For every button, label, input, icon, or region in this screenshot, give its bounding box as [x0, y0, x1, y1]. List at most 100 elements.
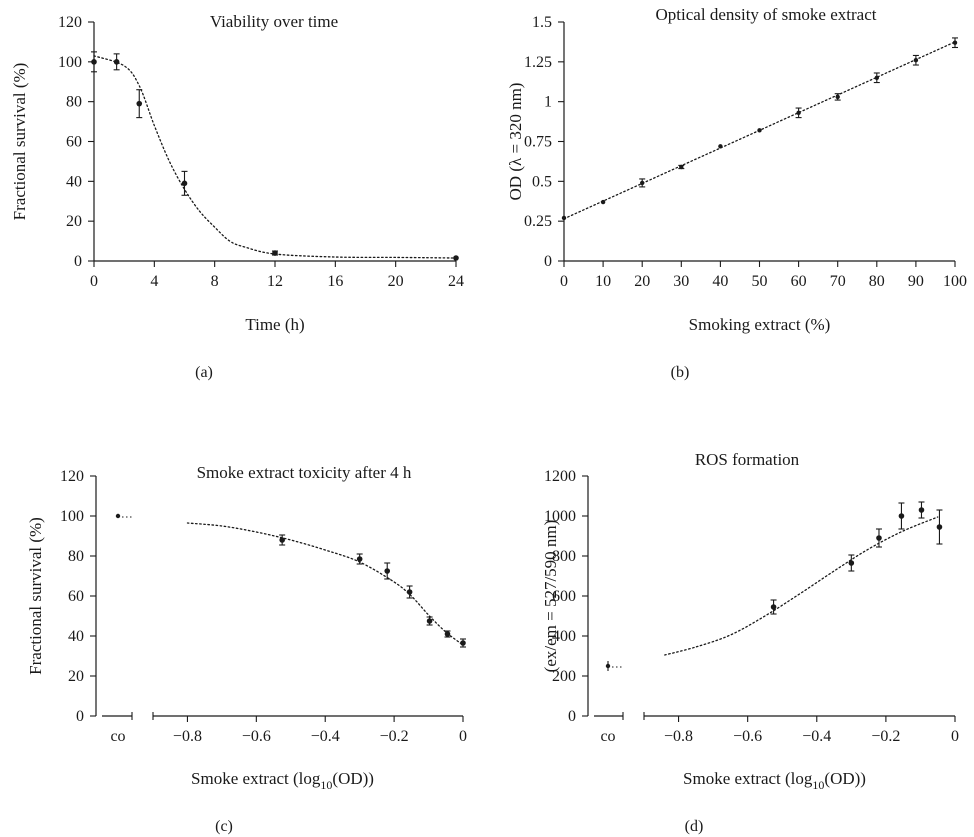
data-point: [272, 250, 278, 256]
x-tick-label: 10: [595, 273, 611, 290]
x-tick-label: −0.8: [664, 728, 693, 745]
x-tick-label: 80: [869, 273, 885, 290]
x-tick-label: 20: [388, 273, 404, 290]
x-tick-label: 0: [459, 728, 467, 745]
y-tick-label: 0: [74, 253, 82, 270]
y-tick-label: 0: [544, 253, 552, 270]
y-tick-label: 0.5: [532, 173, 552, 190]
x-tick-label: 0: [560, 273, 568, 290]
x-tick-label: −0.2: [380, 728, 409, 745]
y-tick-label: 400: [552, 628, 576, 645]
y-tick-label: 600: [552, 588, 576, 605]
y-tick-label: 100: [60, 508, 84, 525]
data-point: [876, 535, 882, 541]
y-tick-label: 120: [58, 14, 82, 31]
y-axis-label: Fractional survival (%): [26, 517, 45, 675]
data-point: [913, 58, 919, 63]
data-point: [384, 568, 391, 574]
data-point: [444, 631, 451, 637]
x-tick-label: −0.4: [311, 728, 340, 745]
data-point: [406, 589, 413, 595]
data-point: [679, 164, 684, 170]
y-tick-label: 200: [552, 668, 576, 685]
control-point: [115, 513, 121, 519]
fit-curve: [93, 55, 457, 259]
panel-label-c: (c): [215, 818, 233, 835]
control-point: [605, 663, 611, 669]
data-point: [426, 618, 433, 624]
y-tick-label: 1: [544, 94, 552, 111]
x-axis-label: Smoke extract (log10(OD)): [683, 769, 866, 792]
data-point: [356, 556, 363, 562]
chart-viability: 0 20 40 60 80 100 120 0 4 8 12 16 20 24 Viability over…: [10, 12, 464, 334]
y-tick-label: 100: [58, 54, 82, 71]
y-tick-label: 0.25: [524, 213, 552, 230]
data-point: [91, 59, 97, 65]
x-tick-label: 0: [951, 728, 959, 745]
data-point: [279, 537, 285, 543]
data-point: [460, 640, 466, 646]
x-tick-label: 70: [830, 273, 846, 290]
data-point: [453, 255, 459, 261]
panel-label-a: (a): [195, 364, 213, 381]
x-tick-label: 8: [211, 273, 219, 290]
data-point: [757, 128, 762, 133]
y-tick-label: 60: [68, 588, 84, 605]
data-point: [770, 604, 777, 610]
y-tick-label: 40: [66, 173, 82, 190]
y-tick-label: 20: [68, 668, 84, 685]
x-tick-label: 30: [673, 273, 689, 290]
data-point: [898, 513, 905, 519]
y-tick-label: 80: [68, 548, 84, 565]
chart-title: Smoke extract toxicity after 4 h: [197, 463, 412, 482]
data-point: [600, 199, 606, 205]
data-point: [136, 100, 143, 107]
x-tick-label: −0.4: [802, 728, 831, 745]
y-axis-label: OD (λ = 320 nm): [506, 83, 525, 201]
chart-title: Optical density of smoke extract: [656, 5, 877, 24]
panel-label-b: (b): [671, 364, 690, 381]
data-point: [952, 40, 958, 45]
data-point: [848, 560, 855, 566]
x-tick-label: 50: [752, 273, 768, 290]
fit-curve: [664, 516, 939, 656]
x-axis-label: Smoking extract (%): [689, 315, 831, 334]
y-tick-label: 1000: [544, 508, 576, 525]
y-tick-label: 1.5: [532, 14, 552, 31]
fit-curve: [186, 522, 464, 646]
y-tick-label: 0.75: [524, 134, 552, 151]
x-axis-label: Time (h): [245, 315, 304, 334]
x-tick-label: 12: [267, 273, 283, 290]
data-point: [918, 507, 925, 513]
y-tick-label: 80: [66, 94, 82, 111]
x-tick-label: 20: [634, 273, 650, 290]
y-tick-label: 40: [68, 628, 84, 645]
x-tick-label: 40: [712, 273, 728, 290]
y-axis-label: (ex/em = 527/590 nm): [541, 520, 560, 673]
x-tick-label: −0.6: [242, 728, 271, 745]
chart-optical-density: 0 0.25 0.5 0.75 1 1.25 1.5 0 10 20 30 40 50 60 70 80 90 1…: [506, 5, 967, 334]
x-tick-label: 4: [150, 273, 158, 290]
data-point: [113, 59, 120, 65]
data-point: [640, 180, 645, 186]
x-axis-label: Smoke extract (log10(OD)): [191, 769, 374, 792]
chart-title: ROS formation: [695, 450, 800, 469]
chart-toxicity: 0 20 40 60 80 100 120 −0.8 −0.6 −0.4 −0.2 0 co Smoke …: [26, 463, 467, 792]
data-point: [718, 144, 723, 149]
y-tick-label: 60: [66, 134, 82, 151]
y-axis-label: Fractional survival (%): [10, 63, 29, 221]
x-tick-label-control: co: [110, 728, 125, 745]
x-tick-label: −0.2: [871, 728, 900, 745]
y-tick-label: 0: [568, 708, 576, 725]
x-tick-label: 24: [448, 273, 464, 290]
x-tick-label: −0.8: [173, 728, 202, 745]
chart-title: Viability over time: [210, 12, 338, 31]
x-tick-label: 16: [327, 273, 343, 290]
x-tick-label-control: co: [600, 728, 615, 745]
y-tick-label: 120: [60, 468, 84, 485]
y-tick-label: 1.25: [524, 54, 552, 71]
x-tick-label: −0.6: [733, 728, 762, 745]
y-tick-label: 800: [552, 548, 576, 565]
data-point: [796, 110, 801, 116]
data-point: [561, 215, 567, 221]
